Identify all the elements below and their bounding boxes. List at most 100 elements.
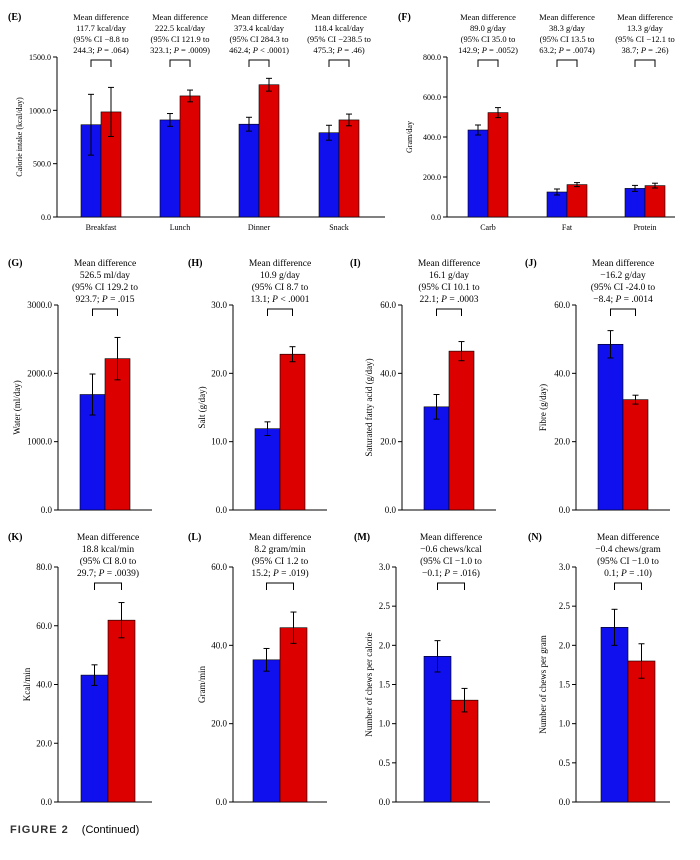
mean-difference-text: 923.7; P = .015 [76,295,135,305]
y-tick-label: 2.5 [559,601,571,611]
mean-difference-text: 323.1; P = .0009) [150,45,210,55]
bar [627,660,656,803]
significance-bracket [248,59,270,67]
y-tick-label: 20.0 [36,738,52,748]
mean-difference-text: (95% CI 35.0 to [461,34,516,44]
panel-label: (H) [188,258,202,269]
mean-difference-text: Mean difference [152,12,208,22]
figure-panels: 0.0 500.0 1000.0 1500.0 Calorie intake (kcal… [8,12,675,807]
panel-label: (L) [188,532,201,543]
y-tick-label: 1.5 [379,680,391,690]
mean-difference-text: (95% CI 10.1 to [418,282,479,293]
mean-difference-text: Mean difference [418,258,480,269]
y-axis-label: Calorie intake (kcal/day) [15,97,24,177]
x-tick-label: Carb [480,223,496,232]
y-tick-label: 2.0 [379,640,391,650]
y-axis-label: Gram/day [405,121,414,153]
panel-m: 0.0 0.5 1.0 1.5 2.0 2.5 3.0 Number of chews per… [354,532,490,807]
mean-difference-text: (95% CI −8.8 to [73,34,128,44]
figure-number: FIGURE 2 [10,824,69,836]
mean-difference-text: 475.3; P = .46) [313,45,364,55]
significance-bracket [266,582,294,590]
mean-difference-text: 18.8 kcal/min [82,545,134,555]
y-tick-label: 0.0 [385,505,397,515]
y-axis-label: Fibre (g/day) [538,384,548,431]
mean-difference-text: Mean difference [420,532,482,543]
bar [107,619,136,803]
y-tick-label: 0.0 [379,797,391,807]
mean-difference-text: Mean difference [77,532,139,543]
mean-difference-text: 244.3; P = .064) [73,45,129,55]
mean-difference-text: (95% CI 1.2 to [252,556,309,567]
bar [238,123,260,218]
x-tick-label: Snack [329,223,349,232]
significance-bracket [436,308,462,316]
mean-difference-text: 89.0 g/day [470,23,507,33]
panel-label: (J) [525,258,537,269]
y-tick-label: 500.0 [33,160,51,169]
mean-difference-text: 29.7; P = .0039) [77,568,139,579]
y-tick-label: 40.0 [554,368,570,378]
mean-difference-text: 10.9 g/day [260,271,300,281]
mean-difference-text: (95% CI 121.9 to [150,34,209,44]
mean-difference-text: Mean difference [73,12,129,22]
y-tick-label: 40.0 [36,680,52,690]
significance-bracket [90,59,112,67]
bar [423,655,452,803]
mean-difference-text: −16.2 g/day [600,271,646,281]
mean-difference-text: Mean difference [74,258,136,269]
x-tick-label: Fat [562,223,573,232]
y-tick-label: 600.0 [423,93,441,102]
mean-difference-text: 0.1; P = .10) [604,568,652,579]
y-tick-label: 3.0 [559,562,571,572]
y-axis-label: Salt (g/day) [197,386,207,428]
mean-difference-text: (95% CI −1.0 to [420,556,482,567]
mean-difference-text: 8.2 gram/min [254,545,305,555]
x-tick-label: Breakfast [86,223,117,232]
mean-difference-text: (95% CI 129.2 to [72,282,138,293]
mean-difference-text: (95% CI −238.5 to [307,34,371,44]
y-tick-label: 2000.0 [27,368,52,378]
figure-note: (Continued) [81,824,140,836]
figure-caption: FIGURE 2 (Continued) [10,824,139,836]
y-tick-label: 0.0 [559,797,571,807]
bar [159,119,181,218]
bar [258,84,280,218]
y-tick-label: 20.0 [211,719,227,729]
mean-difference-text: 63.2; P = .0074) [539,45,595,55]
significance-bracket [267,308,293,316]
significance-bracket [477,59,499,67]
panel-label: (M) [354,532,370,543]
bar [338,119,360,218]
y-tick-label: 60.0 [211,562,227,572]
panel-l: 0.0 20.0 40.0 60.0 Gram/min (L) Mean differenc… [188,532,327,807]
y-axis-label: Water (ml/day) [12,380,22,435]
bar [487,112,509,218]
panel-i: 0.0 20.0 40.0 60.0 Saturated fatty acid (g/d… [350,258,496,515]
y-tick-label: 0.5 [379,758,391,768]
mean-difference-text: 462.4; P < .0001) [229,45,289,55]
panel-label: (F) [398,12,411,23]
bar [622,399,649,511]
mean-difference-text: −0.4 chews/gram [595,545,661,555]
y-tick-label: 0.0 [41,797,53,807]
panel-g: 0.0 1000.0 2000.0 3000.0 Water (ml/day) (G) Me… [8,258,152,515]
y-tick-label: 80.0 [36,562,52,572]
mean-difference-text: Mean difference [460,12,516,22]
mean-difference-text: 15.2; P = .019) [251,568,308,579]
y-tick-label: 30.0 [211,300,227,310]
mean-difference-text: −8.4; P = .0014 [593,295,653,305]
mean-difference-text: 16.1 g/day [429,271,469,281]
y-tick-label: 1.0 [379,719,391,729]
bar [318,132,340,218]
y-tick-label: 20.0 [380,437,396,447]
bar [279,353,306,511]
bar [423,406,450,511]
y-tick-label: 40.0 [211,640,227,650]
panel-label: (I) [350,258,361,269]
mean-difference-text: (95% CI −12.1 to [615,34,675,44]
bar [279,627,308,803]
y-tick-label: 40.0 [380,368,396,378]
significance-bracket [169,59,191,67]
bar [597,343,624,511]
